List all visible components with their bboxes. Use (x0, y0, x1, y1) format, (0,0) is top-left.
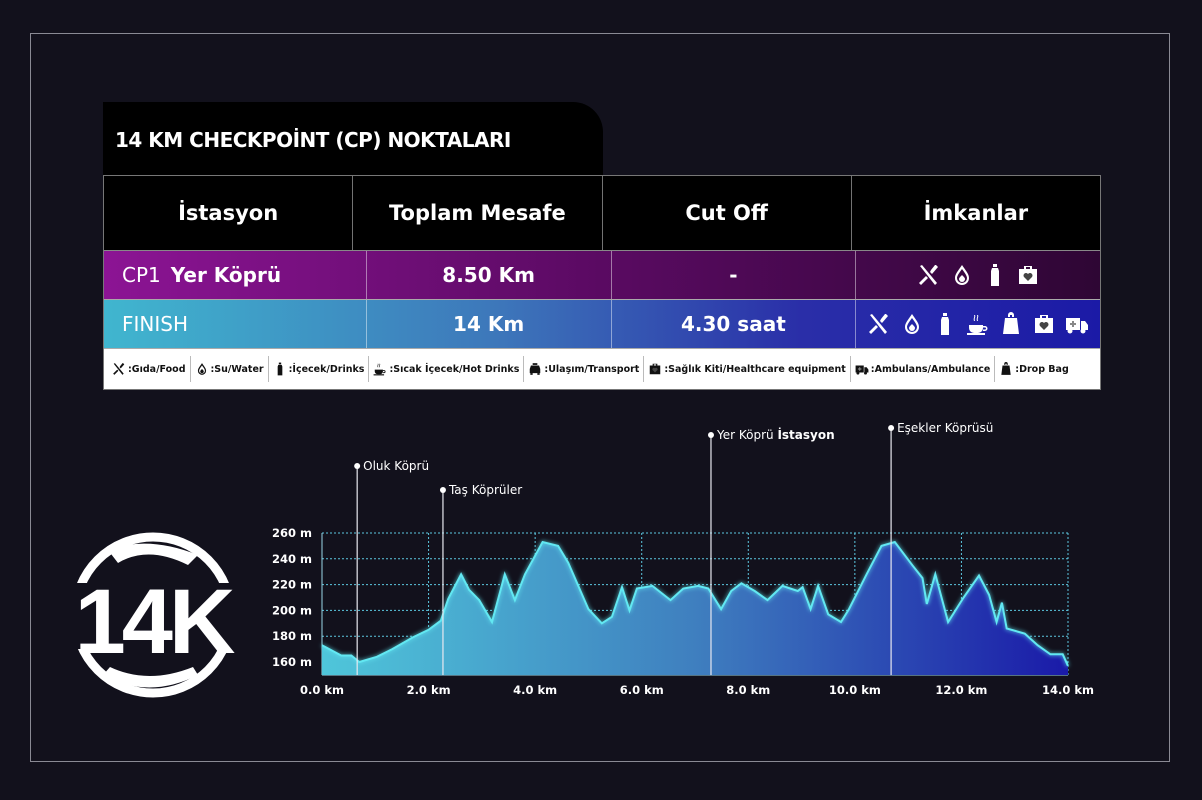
legend-item: :Gıda/Food (108, 356, 191, 382)
y-tick-label: 200 m (272, 603, 312, 617)
legend-item: :Ambulans/Ambulance (851, 356, 996, 382)
marker-dot (354, 463, 361, 469)
marker-dot (888, 425, 895, 431)
legend-item: :Su/Water (191, 356, 269, 382)
x-tick-label: 8.0 km (726, 683, 770, 697)
cutoff-cell: - (612, 251, 857, 299)
legend-label: :Sağlık Kiti/Healthcare equipment (664, 363, 846, 375)
table-header: İstasyon Toplam Mesafe Cut Off İmkanlar (104, 176, 1100, 250)
legend-label: :İçecek/Drinks (288, 363, 365, 375)
marker-label: Oluk Köprü (363, 459, 429, 473)
legend-label: :Su/Water (210, 363, 264, 375)
y-tick-label: 180 m (272, 629, 312, 643)
x-tick-label: 10.0 km (829, 683, 881, 697)
legend-label: :Ulaşım/Transport (544, 363, 640, 375)
y-tick-label: 260 m (272, 526, 312, 540)
y-tick-label: 160 m (272, 655, 312, 669)
station-cell: FINISH (104, 300, 367, 348)
x-tick-label: 12.0 km (935, 683, 987, 697)
y-tick-label: 240 m (272, 552, 312, 566)
distance-cell: 14 Km (367, 300, 612, 348)
header-station: İstasyon (104, 176, 354, 250)
distance-cell: 8.50 Km (367, 251, 612, 299)
legend-item: :Sıcak İçecek/Hot Drinks (369, 356, 525, 382)
page-title: 14 KM CHECKPOİNT (CP) NOKTALARI (103, 102, 603, 176)
14k-logo: 14K (48, 532, 258, 698)
station-cell: CP1 Yer Köprü (104, 251, 367, 299)
legend-item: :Ulaşım/Transport (524, 356, 645, 382)
header-amenities: İmkanlar (923, 201, 1029, 225)
svg-text:14K: 14K (75, 571, 235, 673)
marker-dot (707, 432, 714, 438)
elevation-area (322, 542, 1068, 675)
legend-item: :Drop Bag (995, 356, 1072, 382)
table-row: FINISH 14 Km 4.30 saat (104, 299, 1100, 348)
legend-label: :Ambulans/Ambulance (870, 363, 991, 375)
elevation-line (321, 540, 1069, 667)
legend-item: :Sağlık Kiti/Healthcare equipment (644, 356, 851, 382)
frame-border (30, 33, 1170, 762)
checkpoint-table: İstasyon Toplam Mesafe Cut Off İmkanlar … (103, 175, 1101, 390)
x-tick-label: 6.0 km (620, 683, 664, 697)
x-tick-label: 14.0 km (1042, 683, 1094, 697)
marker-label: Eşekler Köprüsü (897, 421, 993, 435)
header-distance: Toplam Mesafe (353, 176, 603, 250)
legend-item: :İçecek/Drinks (269, 356, 370, 382)
cp-label: FINISH (122, 312, 188, 336)
legend-label: :Gıda/Food (128, 363, 186, 375)
cutoff-cell: 4.30 saat (612, 300, 857, 348)
icon-legend: :Gıda/Food :Su/Water :İçecek/Drinks :Sıcak … (104, 348, 1100, 389)
legend-label: :Drop Bag (1015, 363, 1069, 375)
header-cutoff: Cut Off (603, 176, 852, 250)
marker-label: Taş Köprüler (448, 483, 522, 497)
marker-dot (439, 487, 446, 493)
x-tick-label: 0.0 km (300, 683, 344, 697)
marker-label: Yer Köprü İstasyon (716, 427, 835, 442)
cp-label: CP1 (122, 263, 161, 287)
x-tick-label: 2.0 km (407, 683, 451, 697)
legend-label: :Sıcak İçecek/Hot Drinks (389, 363, 520, 375)
y-tick-label: 220 m (272, 578, 312, 592)
table-row: CP1 Yer Köprü 8.50 Km - (104, 250, 1100, 299)
station-name: Yer Köprü (170, 263, 282, 287)
x-tick-label: 4.0 km (513, 683, 557, 697)
